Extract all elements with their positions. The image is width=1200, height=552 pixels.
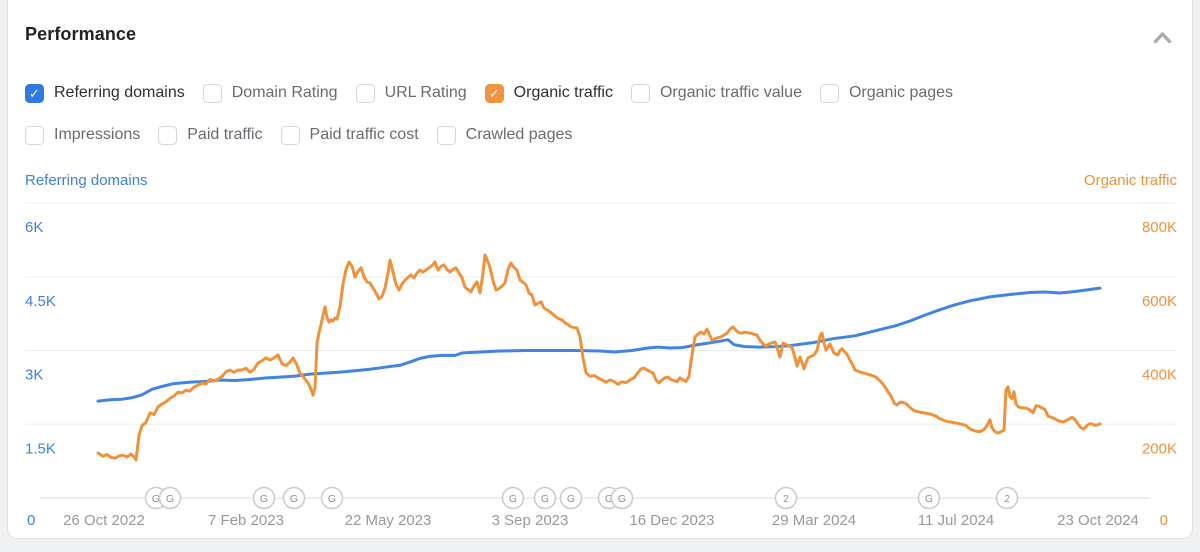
event-marker-g[interactable]: G (917, 486, 941, 510)
svg-text:G: G (925, 493, 933, 505)
metric-toggle-crawled-pages[interactable]: Crawled pages (436, 125, 573, 145)
metric-toggle-organic-traffic[interactable]: ✓ Organic traffic (484, 83, 613, 103)
metric-toggle-label: Organic traffic value (659, 84, 802, 101)
x-axis-tick: 29 Mar 2024 (772, 512, 856, 529)
x-axis-tick: 11 Jul 2024 (918, 512, 994, 529)
metric-toggle-label: Referring domains (54, 84, 185, 101)
right-axis-tick: 600K (1142, 293, 1177, 310)
right-axis-tick: 200K (1142, 440, 1177, 457)
left-axis-tick: 4.5K (25, 293, 56, 310)
right-axis-tick: 0 (1160, 512, 1168, 529)
svg-text:2: 2 (1004, 493, 1010, 505)
event-marker-2[interactable]: 2 (774, 486, 798, 510)
svg-text:G: G (541, 493, 549, 505)
event-marker-2[interactable]: 2 (995, 486, 1019, 510)
metric-toggle-label: Paid traffic (187, 126, 263, 143)
metric-toggle-impressions[interactable]: Impressions (25, 125, 141, 145)
metric-toggle-label: Organic pages (848, 84, 954, 101)
metric-toggle-organic-pages[interactable]: Organic pages (819, 83, 954, 103)
chart-line-organic-traffic (96, 253, 1102, 462)
checkbox-unchecked[interactable] (202, 83, 222, 103)
checkbox-unchecked[interactable] (436, 125, 456, 145)
left-axis-tick: 1.5K (25, 440, 56, 457)
chevron-up-icon (1153, 31, 1172, 44)
collapse-section-button[interactable] (1148, 26, 1176, 48)
checkbox-unchecked[interactable] (280, 125, 300, 145)
metric-toggle-paid-traffic-cost[interactable]: Paid traffic cost (280, 125, 419, 145)
svg-text:G: G (166, 493, 174, 505)
left-axis-title: Referring domains (25, 172, 148, 189)
x-axis-tick: 23 Oct 2024 (1057, 512, 1139, 529)
svg-text:G: G (618, 493, 626, 505)
metric-toggle-row-1: ✓ Referring domains Domain Rating URL Ratin… (25, 83, 953, 103)
checkbox-unchecked[interactable] (25, 125, 44, 145)
svg-text:G: G (328, 493, 336, 505)
right-axis-tick: 800K (1142, 219, 1177, 236)
metric-toggle-organic-traffic-value[interactable]: Organic traffic value (630, 83, 802, 103)
svg-text:G: G (290, 493, 298, 505)
metric-toggle-domain-rating[interactable]: Domain Rating (202, 83, 338, 103)
event-marker-g[interactable]: G (158, 486, 182, 510)
event-marker-g[interactable]: G (533, 486, 557, 510)
left-axis-tick: 6K (25, 219, 43, 236)
svg-text:G: G (605, 493, 613, 505)
checkbox-checked[interactable]: ✓ (25, 83, 44, 103)
metric-toggle-referring-domains[interactable]: ✓ Referring domains (25, 83, 185, 103)
svg-text:G: G (260, 493, 268, 505)
left-axis-tick: 3K (25, 367, 43, 384)
x-axis-tick: 7 Feb 2023 (208, 512, 284, 529)
chart-plot-area[interactable] (25, 183, 1177, 498)
page-title: Performance (25, 24, 137, 44)
metric-toggle-label: Impressions (54, 126, 141, 143)
metric-toggle-label: Paid traffic cost (309, 126, 419, 143)
event-marker-g[interactable]: G (282, 486, 306, 510)
metric-toggle-label: URL Rating (384, 84, 467, 101)
svg-text:2: 2 (783, 493, 789, 505)
svg-text:G: G (509, 493, 517, 505)
right-axis-tick: 400K (1142, 367, 1177, 384)
event-marker-g[interactable]: G (501, 486, 525, 510)
svg-text:G: G (152, 493, 160, 505)
event-marker-g[interactable]: G (252, 486, 276, 510)
checkbox-unchecked[interactable] (819, 83, 839, 103)
x-axis-tick: 3 Sep 2023 (492, 512, 569, 529)
metric-toggle-row-2: Impressions Paid traffic Paid traffic cost… (25, 125, 572, 145)
svg-text:G: G (567, 493, 575, 505)
checkbox-checked[interactable]: ✓ (484, 83, 504, 103)
event-marker-g[interactable]: G (320, 486, 344, 510)
checkbox-unchecked[interactable] (630, 83, 650, 103)
left-axis-tick: 0 (27, 512, 35, 529)
metric-toggle-paid-traffic[interactable]: Paid traffic (158, 125, 263, 145)
x-axis-tick: 22 May 2023 (345, 512, 432, 529)
metric-toggle-label: Crawled pages (465, 126, 573, 143)
event-marker-g[interactable]: G (559, 486, 583, 510)
x-axis-tick: 16 Dec 2023 (629, 512, 714, 529)
metric-toggle-url-rating[interactable]: URL Rating (355, 83, 467, 103)
x-axis-tick: 26 Oct 2022 (63, 512, 145, 529)
metric-toggle-label: Organic traffic (513, 84, 613, 101)
chart-line-referring-domains (96, 286, 1102, 403)
event-marker-g[interactable]: G (610, 486, 634, 510)
checkbox-unchecked[interactable] (355, 83, 375, 103)
metric-toggle-label: Domain Rating (231, 84, 338, 101)
right-axis-title: Organic traffic (1083, 172, 1177, 189)
checkbox-unchecked[interactable] (158, 125, 178, 145)
